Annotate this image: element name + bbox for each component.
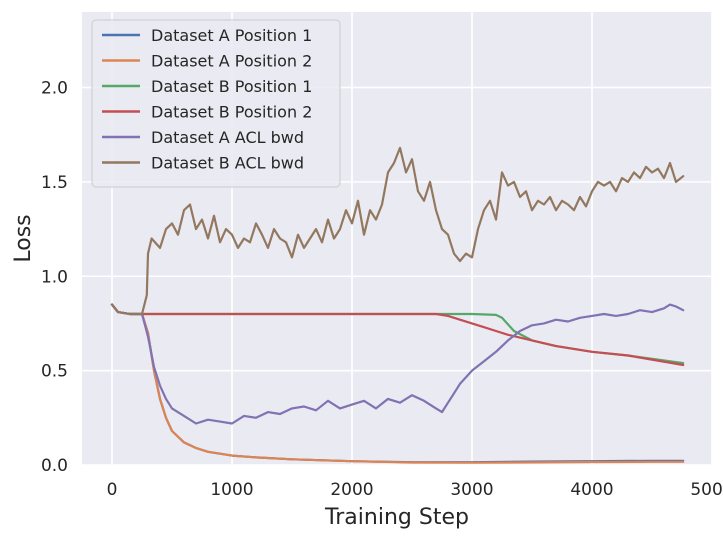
y-axis-ticks: 0.0 0.5 1.0 1.5 2.0 [41,79,68,477]
legend-label: Dataset A ACL bwd [151,128,304,147]
x-tick-label: 2000 [330,480,373,500]
x-tick-label: 4000 [570,480,613,500]
series-line-dataset-b-acl-bwd [110,146,685,316]
x-tick-label: 3000 [450,480,493,500]
series-layer [110,146,685,464]
grid-lines [82,12,713,466]
legend-label: Dataset A Position 2 [151,52,312,71]
legend-label: Dataset B Position 1 [151,77,312,96]
x-axis-title: Training Step [324,505,469,530]
legend-label: Dataset B ACL bwd [151,154,304,173]
y-tick-label: 1.5 [41,173,68,193]
series-line-dataset-b-position-2 [110,303,685,367]
x-tick-label: 1000 [210,480,253,500]
y-tick-label: 0.0 [41,456,68,476]
y-tick-label: 2.0 [41,79,68,99]
legend: Dataset A Position 1 Dataset A Position 2… [91,19,341,188]
y-tick-label: 1.0 [41,267,68,287]
legend-label: Dataset B Position 2 [151,103,312,122]
legend-label: Dataset A Position 1 [151,26,312,45]
y-tick-label: 0.5 [41,362,68,382]
y-axis-title: Loss [11,214,36,262]
legend-frame [91,19,341,188]
x-tick-label: 0 [107,480,118,500]
series-line-dataset-a-acl-bwd [110,303,685,425]
